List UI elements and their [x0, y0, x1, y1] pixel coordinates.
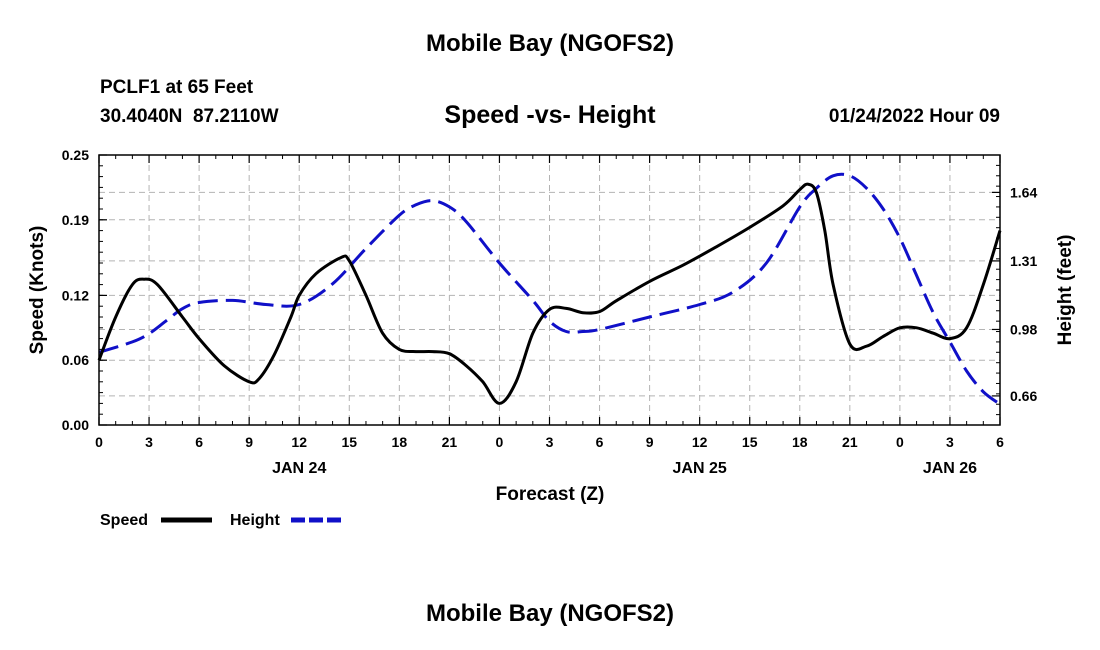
x-tick-label: 12 [291, 434, 307, 450]
x-tick-label: 6 [996, 434, 1004, 450]
x-tick-label: 21 [842, 434, 858, 450]
date-label: JAN 24 [272, 460, 326, 477]
y2-axis-label: Height (feet) [1055, 235, 1076, 346]
y-tick-label: 0.00 [62, 417, 89, 433]
x-tick-label: 3 [145, 434, 153, 450]
y-tick-label: 0.19 [62, 212, 89, 228]
legend: Speed Height [100, 512, 342, 529]
x-tick-label: 0 [496, 434, 504, 450]
y2-tick-label: 1.64 [1010, 184, 1037, 200]
legend-speed-label: Speed [100, 512, 148, 529]
grid-lines [99, 155, 1000, 425]
chart-title-bottom: Mobile Bay (NGOFS2) [425, 600, 675, 627]
x-tick-label: 21 [442, 434, 458, 450]
speed-series-line [97, 182, 1002, 405]
axis-tick-labels: 0 3 6 9 12 15 18 21 0 3 6 9 12 15 18 21 0 3 6 JAN 24 JAN 25 J… [62, 147, 1038, 477]
chart-subtitle: Speed -vs- Height [444, 101, 656, 129]
x-tick-label: 15 [341, 434, 357, 450]
date-label: JAN 26 [923, 460, 977, 477]
x-tick-label: 3 [946, 434, 954, 450]
y-axis-label: Speed (Knots) [27, 226, 48, 355]
x-tick-label: 15 [742, 434, 758, 450]
x-tick-label: 9 [646, 434, 654, 450]
station-coordinates: 30.4040N 87.2110W [100, 106, 279, 127]
x-tick-label: 6 [195, 434, 203, 450]
y2-tick-label: 0.98 [1010, 321, 1037, 337]
height-series-line [98, 172, 1001, 406]
y2-tick-label: 0.66 [1010, 388, 1037, 404]
date-label: JAN 25 [673, 460, 727, 477]
plot-frame [98, 154, 1001, 426]
x-tick-label: 0 [896, 434, 904, 450]
x-tick-label: 3 [546, 434, 554, 450]
forecast-datetime: 01/24/2022 Hour 09 [828, 106, 1000, 127]
y-tick-label: 0.06 [62, 352, 89, 368]
x-tick-label: 0 [95, 434, 103, 450]
legend-height-label: Height [230, 512, 280, 529]
y-tick-label: 0.12 [62, 287, 89, 303]
station-label: PCLF1 at 65 Feet [100, 77, 254, 98]
y-tick-label: 0.25 [62, 147, 89, 163]
x-tick-label: 9 [245, 434, 253, 450]
y2-tick-label: 1.31 [1010, 253, 1037, 269]
x-tick-label: 6 [596, 434, 604, 450]
x-tick-label: 18 [792, 434, 808, 450]
x-axis-label: Forecast (Z) [496, 484, 605, 505]
x-tick-label: 18 [392, 434, 408, 450]
series-lines [97, 172, 1002, 406]
x-tick-label: 12 [692, 434, 708, 450]
chart-title-top: Mobile Bay (NGOFS2) [425, 30, 675, 57]
